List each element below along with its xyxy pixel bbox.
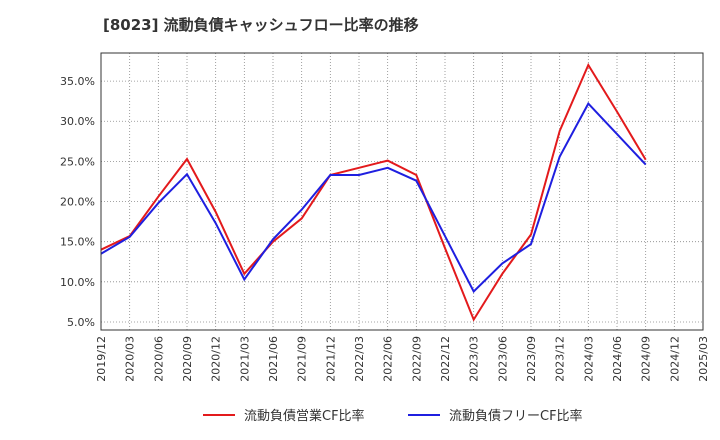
x-tick-label: 2022/03: [353, 336, 366, 382]
x-tick-label: 2024/03: [582, 336, 595, 382]
y-tick-label: 10.0%: [60, 276, 95, 289]
chart-title: [8023] 流動負債キャッシュフロー比率の推移: [103, 16, 419, 34]
y-tick-label: 20.0%: [60, 196, 95, 209]
y-tick-label: 25.0%: [60, 155, 95, 168]
series-line-1: [100, 62, 647, 322]
series-lines: [100, 62, 647, 322]
x-tick-label: 2021/09: [296, 336, 309, 382]
x-tick-label: 2024/06: [611, 336, 624, 382]
x-tick-label: 2021/03: [238, 336, 251, 382]
y-tick-label: 35.0%: [60, 75, 95, 88]
x-tick-label: 2020/03: [124, 336, 137, 382]
legend-label-1: 流動負債営業CF比率: [244, 408, 365, 424]
legend: 流動負債営業CF比率 流動負債フリーCF比率: [203, 408, 583, 424]
legend-label-2: 流動負債フリーCF比率: [449, 408, 583, 424]
x-tick-label: 2020/12: [210, 336, 223, 382]
x-tick-label: 2021/12: [324, 336, 337, 382]
x-tick-label: 2022/09: [410, 336, 423, 382]
series-line-2: [100, 101, 647, 294]
plot-frame: [100, 52, 704, 331]
x-tick-label: 2024/12: [668, 336, 681, 382]
y-tick-label: 15.0%: [60, 236, 95, 249]
x-tick-label: 2019/12: [95, 336, 108, 382]
x-tick-label: 2025/03: [697, 336, 710, 382]
plot-border: [100, 52, 704, 331]
x-tick-label: 2022/06: [382, 336, 395, 382]
x-tick-label: 2023/03: [468, 336, 481, 382]
x-tick-label: 2022/12: [439, 336, 452, 382]
grid-lines: [100, 53, 704, 330]
x-tick-labels: 2019/12 2020/03 2020/06 2020/09 2020/12 2021/…: [95, 336, 710, 382]
y-tick-label: 5.0%: [67, 316, 95, 329]
x-tick-label: 2023/06: [496, 336, 509, 382]
y-tick-label: 30.0%: [60, 115, 95, 128]
x-tick-label: 2021/06: [267, 336, 280, 382]
x-tick-label: 2023/12: [554, 336, 567, 382]
x-tick-label: 2024/09: [640, 336, 653, 382]
x-tick-label: 2020/06: [152, 336, 165, 382]
x-tick-label: 2023/09: [525, 336, 538, 382]
y-tick-labels: 5.0% 10.0% 15.0% 20.0% 25.0% 30.0% 35.0%: [60, 75, 95, 329]
x-tick-label: 2020/09: [181, 336, 194, 382]
